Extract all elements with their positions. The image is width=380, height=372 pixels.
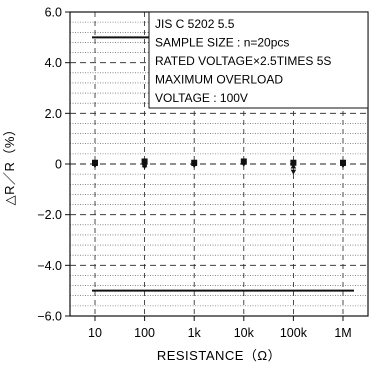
y-tick-label: −2.0	[37, 208, 62, 222]
y-tick-label: 2.0	[45, 107, 62, 121]
y-tick-label: −4.0	[37, 259, 62, 273]
y-tick-label: 0	[55, 158, 62, 172]
legend: JIS C 5202 5.5 SAMPLE SIZE : n=20pcs RATED…	[148, 11, 369, 109]
x-tick-label: 10	[88, 326, 102, 340]
data-point-square	[141, 158, 148, 165]
legend-line: RATED VOLTAGE×2.5TIMES 5S	[155, 54, 331, 68]
x-axis-title: RESISTANCE（Ω）	[157, 348, 281, 363]
vertical-gridlines	[94, 12, 344, 316]
legend-line: JIS C 5202 5.5	[155, 17, 235, 31]
data-point-triangle-down	[241, 162, 247, 167]
legend-line: MAXIMUM OVERLOAD	[155, 73, 283, 87]
legend-line: SAMPLE SIZE : n=20pcs	[155, 36, 289, 50]
y-tick-label: −6.0	[37, 310, 62, 324]
legend-box	[148, 11, 369, 109]
data-point-square	[290, 159, 297, 166]
x-axis-ticks: 10 100 1k 10k 100k 1M	[88, 316, 352, 340]
y-tick-label: 4.0	[45, 56, 62, 70]
data-point-triangle-down	[191, 163, 197, 169]
data-point-triangle	[290, 163, 297, 169]
x-tick-label: 10k	[234, 326, 255, 340]
x-tick-label: 1k	[188, 326, 202, 340]
x-tick-label: 100	[134, 326, 155, 340]
x-tick-label: 1M	[334, 326, 351, 340]
data-point-triangle-down	[92, 163, 98, 169]
legend-line: VOLTAGE : 100V	[155, 91, 248, 105]
data-point-triangle-down	[141, 164, 148, 170]
y-tick-label: 6.0	[45, 6, 62, 20]
data-point-triangle-down	[290, 169, 297, 175]
x-tick-label: 100k	[280, 326, 308, 340]
y-axis-title: △R／R（%）	[2, 123, 17, 206]
data-point-triangle-down	[340, 163, 346, 169]
data-points	[92, 158, 346, 175]
y-axis-ticks: 6.0 4.0 2.0 0 −2.0 −4.0 −6.0	[37, 6, 70, 324]
